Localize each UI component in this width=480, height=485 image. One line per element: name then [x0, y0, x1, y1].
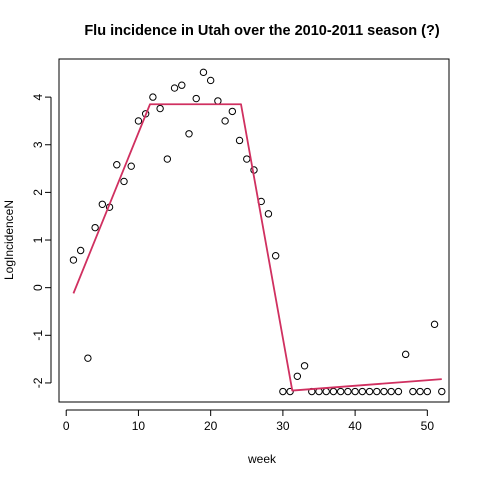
data-point — [149, 93, 157, 101]
data-point — [243, 155, 251, 163]
x-tick-label: 50 — [421, 419, 435, 433]
data-point — [199, 68, 208, 77]
data-point — [423, 387, 432, 396]
data-point — [91, 223, 99, 232]
data-point — [170, 84, 179, 92]
data-point — [279, 387, 287, 396]
x-tick-label: 10 — [132, 419, 146, 433]
y-tick-label: 1 — [31, 236, 45, 243]
y-tick-label: -2 — [31, 377, 45, 388]
data-point — [286, 387, 294, 396]
data-point — [214, 97, 222, 105]
data-point — [438, 387, 446, 396]
data-point — [336, 387, 345, 396]
data-point — [430, 320, 439, 329]
data-point — [264, 210, 273, 218]
data-point — [365, 387, 374, 396]
y-tick-label: 3 — [31, 141, 45, 148]
data-point — [185, 130, 193, 138]
data-point — [293, 372, 302, 380]
x-tick-label: 0 — [63, 419, 70, 433]
data-point — [271, 252, 280, 260]
data-point — [84, 354, 92, 362]
x-tick-label: 20 — [204, 419, 218, 433]
x-tick-label: 30 — [276, 419, 290, 433]
data-point — [380, 387, 388, 396]
data-point — [120, 177, 128, 186]
data-point — [235, 136, 244, 145]
data-point — [156, 104, 164, 113]
data-point — [329, 387, 338, 396]
data-point — [358, 387, 367, 396]
data-point — [394, 387, 403, 396]
y-tick-label: 2 — [31, 189, 45, 196]
fit-line — [72, 103, 442, 392]
data-point — [206, 76, 215, 85]
data-point — [409, 387, 417, 396]
data-point — [127, 162, 135, 170]
data-point — [344, 387, 352, 396]
data-point — [322, 387, 330, 396]
x-axis-label: week — [247, 452, 277, 466]
y-axis-label: LogIncidenceN — [2, 200, 16, 280]
data-point — [76, 246, 85, 255]
data-point — [373, 387, 381, 396]
plot-frame — [58, 58, 450, 403]
data-point — [351, 387, 359, 396]
data-point — [163, 155, 172, 163]
data-point — [98, 200, 107, 208]
data-point — [416, 387, 424, 396]
data-point — [134, 117, 143, 125]
y-tick-label: 4 — [31, 93, 45, 100]
data-point — [300, 362, 309, 370]
chart-title: Flu incidence in Utah over the 2010-2011… — [84, 23, 440, 39]
data-point — [401, 350, 410, 359]
y-tick-label: 0 — [31, 284, 45, 291]
data-point — [69, 256, 78, 264]
data-point — [192, 94, 200, 103]
x-tick-label: 40 — [348, 419, 362, 433]
plot-layer: 0 10 20 30 40 50 -2 -1 0 1 2 3 4 — [31, 68, 446, 433]
data-point — [228, 107, 237, 116]
data-point — [387, 387, 395, 396]
y-tick-label: -1 — [31, 330, 45, 341]
data-point — [178, 81, 186, 89]
data-point — [221, 117, 229, 125]
data-point — [113, 161, 121, 169]
